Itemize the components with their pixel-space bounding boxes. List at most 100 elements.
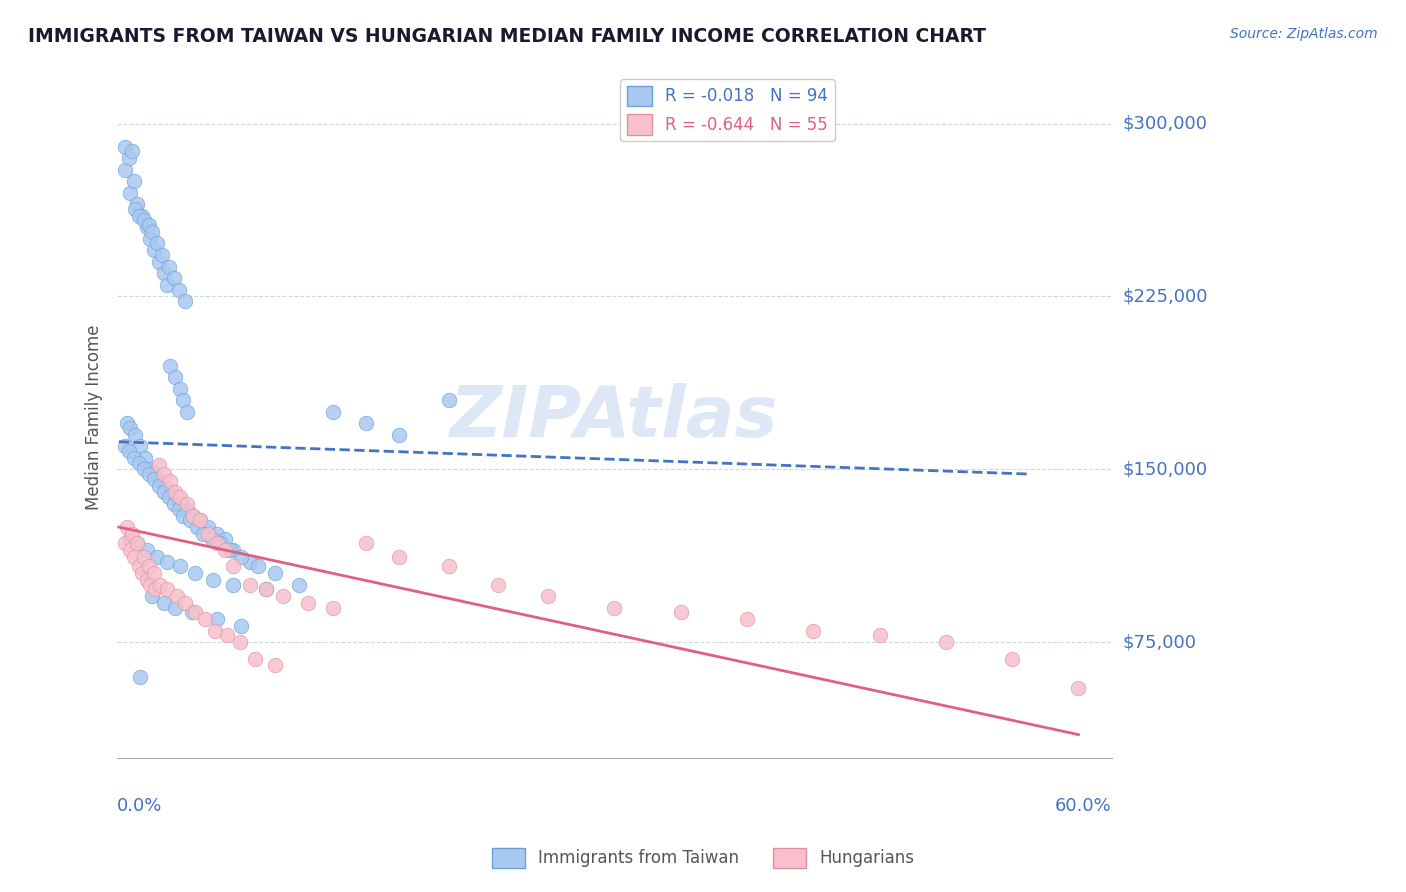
Point <box>141 225 163 239</box>
Point <box>136 573 159 587</box>
Point <box>122 550 145 565</box>
Point <box>139 578 162 592</box>
Point <box>156 582 179 597</box>
Point <box>222 578 245 592</box>
Point <box>122 450 145 465</box>
Point <box>208 536 231 550</box>
Point <box>1067 681 1090 696</box>
Point <box>152 267 174 281</box>
Point <box>114 536 136 550</box>
Point <box>322 405 344 419</box>
Point <box>162 271 184 285</box>
Point <box>537 589 560 603</box>
Point <box>167 501 190 516</box>
Point <box>124 427 146 442</box>
Text: $300,000: $300,000 <box>1123 114 1208 133</box>
Y-axis label: Median Family Income: Median Family Income <box>86 325 103 510</box>
Point <box>193 527 215 541</box>
Point <box>205 536 228 550</box>
Point <box>165 600 187 615</box>
Legend: Immigrants from Taiwan, Hungarians: Immigrants from Taiwan, Hungarians <box>485 841 921 875</box>
Point <box>222 543 245 558</box>
Point <box>176 497 198 511</box>
Point <box>156 277 179 292</box>
Point <box>179 513 201 527</box>
Point <box>1001 651 1024 665</box>
Point <box>263 566 285 581</box>
Point <box>132 462 155 476</box>
Text: IMMIGRANTS FROM TAIWAN VS HUNGARIAN MEDIAN FAMILY INCOME CORRELATION CHART: IMMIGRANTS FROM TAIWAN VS HUNGARIAN MEDI… <box>28 27 986 45</box>
Point <box>437 393 460 408</box>
Point <box>131 566 153 581</box>
Point <box>229 635 252 649</box>
Text: Source: ZipAtlas.com: Source: ZipAtlas.com <box>1230 27 1378 41</box>
Point <box>354 536 377 550</box>
Point <box>114 439 136 453</box>
Point <box>177 504 200 518</box>
Point <box>118 151 141 165</box>
Point <box>156 555 179 569</box>
Point <box>603 600 626 615</box>
Point <box>214 532 236 546</box>
Point <box>180 606 202 620</box>
Text: ZIPAtlas: ZIPAtlas <box>450 383 779 452</box>
Point <box>254 582 277 597</box>
Point <box>149 474 172 488</box>
Point <box>735 612 758 626</box>
Point <box>143 582 166 597</box>
Point <box>486 578 509 592</box>
Point <box>202 573 225 587</box>
Point <box>132 550 155 565</box>
Point <box>188 513 211 527</box>
Point <box>131 209 153 223</box>
Legend: R = -0.018   N = 94, R = -0.644   N = 55: R = -0.018 N = 94, R = -0.644 N = 55 <box>620 79 835 141</box>
Point <box>188 513 211 527</box>
Point <box>231 619 253 633</box>
Point <box>148 458 170 472</box>
Point <box>125 197 148 211</box>
Point <box>205 527 228 541</box>
Point <box>138 467 160 481</box>
Point <box>120 532 142 546</box>
Point <box>194 612 217 626</box>
Point <box>128 209 150 223</box>
Point <box>437 559 460 574</box>
Point <box>129 670 152 684</box>
Point <box>166 589 188 603</box>
Point <box>174 294 197 309</box>
Point <box>149 578 172 592</box>
Point <box>239 555 262 569</box>
Point <box>136 543 159 558</box>
Point <box>125 536 148 550</box>
Point <box>142 566 165 581</box>
Point <box>169 490 191 504</box>
Point <box>219 543 242 558</box>
Point <box>120 421 142 435</box>
Point <box>215 628 238 642</box>
Point <box>162 497 184 511</box>
Point <box>157 260 180 274</box>
Point <box>166 490 188 504</box>
Point <box>146 236 169 251</box>
Point <box>183 508 205 523</box>
Point <box>124 202 146 216</box>
Point <box>165 485 187 500</box>
Point <box>197 520 219 534</box>
Point <box>120 186 142 200</box>
Point <box>120 543 142 558</box>
Point <box>121 527 143 541</box>
Point <box>247 559 270 574</box>
Point <box>152 596 174 610</box>
Point <box>173 508 195 523</box>
Point <box>159 359 181 373</box>
Point <box>159 474 181 488</box>
Point <box>138 218 160 232</box>
Point <box>239 578 262 592</box>
Point <box>160 485 183 500</box>
Point <box>136 220 159 235</box>
Point <box>152 467 174 481</box>
Point <box>176 405 198 419</box>
Point <box>204 624 226 638</box>
Point <box>263 658 285 673</box>
Point <box>214 543 236 558</box>
